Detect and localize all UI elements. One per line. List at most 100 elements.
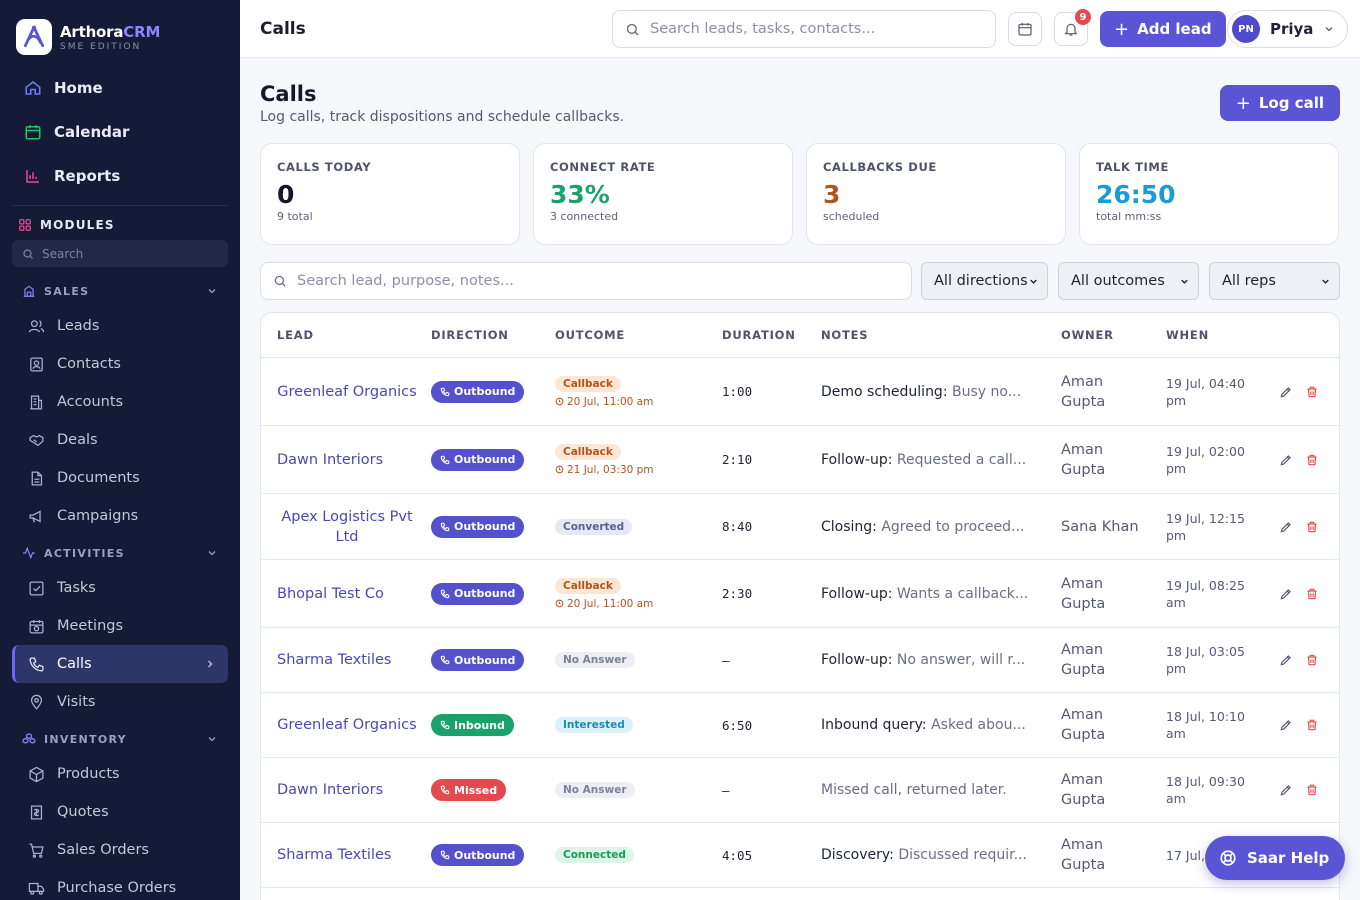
trash-icon[interactable] [1305,718,1319,732]
outcome-select[interactable]: All outcomes [1058,262,1199,300]
table-row[interactable]: Greenleaf Organics Inbound Interested 6:… [261,693,1339,758]
sidebar-item-documents[interactable]: Documents [12,459,228,497]
sidebar-item-purchase-orders[interactable]: Purchase Orders [12,869,228,900]
edit-pencil-icon[interactable] [1279,653,1293,667]
calendar-button[interactable] [1008,12,1042,46]
lead-link[interactable]: Greenleaf Organics [277,717,417,733]
direction-badge: Outbound [431,649,525,671]
when: 17 Jul, 1 [1166,847,1217,863]
lead-link[interactable]: Bhopal Test Co [277,585,384,602]
phone-outgoing-icon [440,655,450,665]
edit-pencil-icon[interactable] [1279,453,1293,467]
duration: 4:05 [722,847,753,863]
notes: Inbound query: Asked abou... [821,717,1026,733]
trash-icon[interactable] [1305,453,1319,467]
sidebar-item-calls[interactable]: Calls [12,645,228,683]
when: 19 Jul, 08:25 am [1166,577,1245,610]
table-row[interactable]: Dawn Interiors Missed No Answer – Missed… [261,758,1339,823]
owner: Aman Gupta [1061,642,1106,678]
stats-row: CALLS TODAY 0 9 total CONNECT RATE 33% 3… [260,143,1340,245]
column-header[interactable]: OWNER [1061,328,1114,342]
notifications-button[interactable]: 9 [1054,9,1091,46]
nav-home[interactable]: Home [12,68,228,108]
clock-icon [555,599,564,608]
lifebuoy-icon [1220,850,1236,866]
column-header[interactable]: DIRECTION [431,328,509,342]
lead-link[interactable]: Dawn Interiors [277,782,384,798]
global-search-input[interactable]: Search leads, tasks, contacts... [612,10,996,48]
sidebar-item-sales-orders[interactable]: Sales Orders [12,831,228,869]
checkbox-icon [29,580,44,596]
rep-select[interactable]: All reps [1209,262,1340,300]
table-row[interactable]: Apex Logistics Pvt Ltd Outbound Converte… [261,494,1339,560]
trash-icon[interactable] [1305,653,1319,667]
table-row[interactable]: Sharma Textiles Outbound Connected 4:05 … [261,823,1339,888]
plus-icon: + [1235,92,1251,114]
table-row[interactable]: Sharma Textiles Outbound No Answer – Fol… [261,628,1339,693]
sidebar-search-input[interactable]: Search [12,240,228,267]
log-call-button[interactable]: + Log call [1219,85,1340,121]
sidebar-item-products[interactable]: Products [12,755,228,793]
help-button[interactable]: Saar Help [1205,836,1346,880]
user-menu[interactable]: PN Priya [1227,10,1349,48]
outcome-badge: Callback [555,577,621,594]
column-header[interactable]: OUTCOME [555,328,626,342]
sidebar-item-tasks[interactable]: Tasks [12,569,228,607]
avatar: PN [1232,15,1260,43]
owner: Sana Khan [1061,518,1139,535]
when: 19 Jul, 12:15 pm [1166,510,1245,543]
table-row[interactable]: Bhopal Test Co Outbound Callback 20 Jul, … [261,560,1339,628]
stat-card-connect-rate: CONNECT RATE 33% 3 connected [533,143,793,245]
sidebar-item-meetings[interactable]: Meetings [12,607,228,645]
chevron-down-icon [208,551,216,556]
sidebar-item-quotes[interactable]: Quotes [12,793,228,831]
lead-link[interactable]: Sharma Textiles [277,847,392,863]
nav-reports[interactable]: Reports [12,156,228,196]
sidebar-item-campaigns[interactable]: Campaigns [12,497,228,535]
edit-pencil-icon[interactable] [1279,385,1293,399]
column-header[interactable]: WHEN [1166,328,1209,342]
chevron-down-icon [1322,279,1329,284]
column-header[interactable]: DURATION [722,328,796,342]
edit-pencil-icon[interactable] [1279,783,1293,797]
table-row[interactable]: Greenleaf Organics Outbound Callback 20 J… [261,358,1339,426]
owner: Aman Gupta [1061,575,1106,612]
trash-icon[interactable] [1305,783,1319,797]
edit-pencil-icon[interactable] [1279,587,1293,601]
trash-icon[interactable] [1305,520,1319,534]
column-header[interactable]: NOTES [821,328,869,342]
brand[interactable]: ArthoraCRM SME EDITION [0,0,240,58]
sidebar-item-leads[interactable]: Leads [12,307,228,345]
trash-icon[interactable] [1305,587,1319,601]
group-sales[interactable]: SALES [0,275,240,307]
edit-pencil-icon[interactable] [1279,718,1293,732]
page-title: Calls [260,82,317,106]
calls-search-input[interactable]: Search lead, purpose, notes... [260,262,912,300]
sidebar: ArthoraCRM SME EDITION Home Calendar Rep… [0,0,240,900]
group-activities[interactable]: ACTIVITIES [0,537,240,569]
sidebar-item-visits[interactable]: Visits [12,683,228,721]
trash-icon[interactable] [1305,385,1319,399]
group-inventory[interactable]: INVENTORY [0,723,240,755]
sidebar-item-contacts[interactable]: Contacts [12,345,228,383]
nav-calendar[interactable]: Calendar [12,112,228,152]
stat-value: 0 [277,180,295,209]
table-row[interactable]: Dawn Interiors Outbound Callback 21 Jul, … [261,426,1339,494]
stat-card-calls-today: CALLS TODAY 0 9 total [260,143,520,245]
filter-bar: Search lead, purpose, notes... All direc… [260,262,1340,300]
duration: 6:50 [722,717,753,733]
sidebar-item-deals[interactable]: Deals [12,421,228,459]
direction-select[interactable]: All directions [921,262,1048,300]
document-icon [31,470,43,486]
column-header[interactable]: LEAD [277,328,314,342]
edit-pencil-icon[interactable] [1279,520,1293,534]
bar-chart-icon [26,170,39,183]
lead-link[interactable]: Sharma Textiles [277,652,392,668]
stat-note: total mm:ss [1096,210,1162,223]
lead-link[interactable]: Dawn Interiors [277,451,384,468]
add-lead-button[interactable]: + Add lead [1100,11,1226,47]
lead-link[interactable]: Greenleaf Organics [277,383,417,400]
duration: 1:00 [722,384,753,399]
sidebar-item-accounts[interactable]: Accounts [12,383,228,421]
lead-link[interactable]: Apex Logistics Pvt Ltd [281,508,413,545]
